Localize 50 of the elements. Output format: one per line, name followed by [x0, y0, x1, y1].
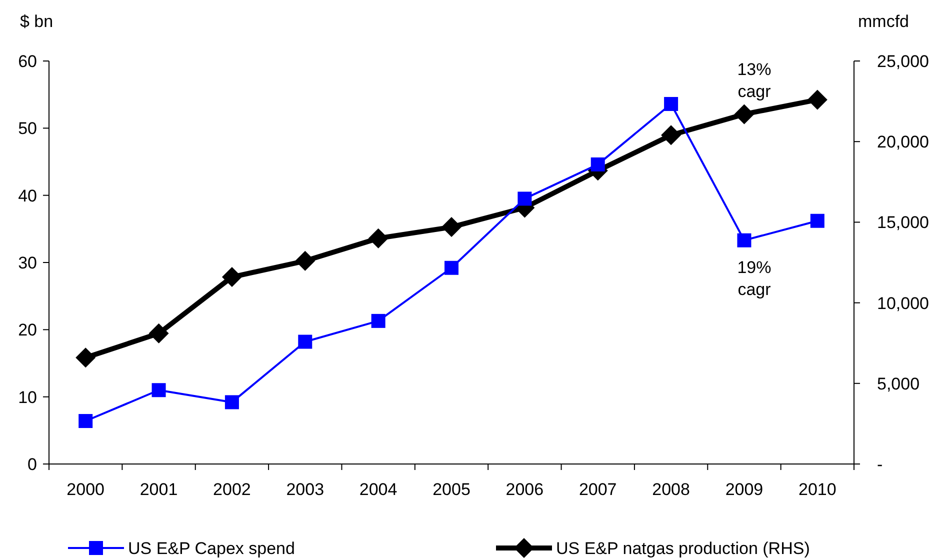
y2-tick-label: -	[877, 454, 883, 474]
x-tick-label: 2010	[798, 480, 836, 499]
point	[734, 104, 754, 124]
y2-tick-label: 20,000	[877, 132, 929, 152]
x-tick-label: 2007	[578, 480, 617, 499]
annotation: 13% cagr	[737, 60, 772, 101]
x-tick-label: 2006	[506, 480, 544, 499]
y-tick-label: 40	[18, 186, 37, 206]
y-axis-title: $ bn	[20, 12, 54, 31]
y2-tick-label: 10,000	[877, 294, 929, 313]
x-tick-label: 2008	[652, 480, 690, 499]
y-tick-label: 20	[18, 320, 37, 340]
point	[664, 96, 678, 111]
x-tick-label: 2004	[359, 480, 398, 499]
annotation: 19% cagr	[737, 258, 772, 299]
point	[444, 260, 458, 275]
point	[295, 250, 316, 271]
y2-tick-label: 5,000	[877, 374, 920, 394]
x-tick-label: 2002	[213, 480, 251, 499]
y-tick-label: 60	[18, 52, 37, 71]
point	[78, 414, 93, 428]
point	[148, 323, 169, 344]
point	[661, 125, 682, 146]
y-tick-label: 0	[28, 454, 37, 474]
y-tick-label: 50	[18, 119, 37, 138]
legend-label: US E&P Capex spend	[128, 538, 295, 558]
point	[518, 192, 532, 206]
x-tick-label: 2009	[725, 480, 764, 499]
point	[224, 395, 239, 410]
point	[298, 334, 312, 349]
point	[807, 90, 828, 110]
point	[442, 217, 462, 238]
point	[371, 314, 386, 328]
point	[810, 214, 824, 228]
y2-tick-label: 25,000	[877, 52, 929, 71]
x-tick-label: 2000	[66, 480, 105, 499]
point	[590, 157, 605, 172]
point	[368, 228, 388, 248]
point	[76, 348, 96, 368]
point	[222, 267, 242, 288]
legend-label: US E&P natgas production (RHS)	[556, 538, 810, 558]
x-tick-label: 2001	[140, 480, 178, 499]
x-tick-label: 2005	[432, 480, 470, 499]
y2-axis-title: mmcfd	[858, 12, 909, 31]
point	[152, 383, 166, 398]
x-tick-label: 2003	[286, 480, 324, 499]
y-tick-label: 30	[18, 253, 37, 272]
y-tick-label: 10	[18, 388, 37, 407]
point	[737, 233, 752, 248]
y2-tick-label: 15,000	[877, 213, 929, 232]
